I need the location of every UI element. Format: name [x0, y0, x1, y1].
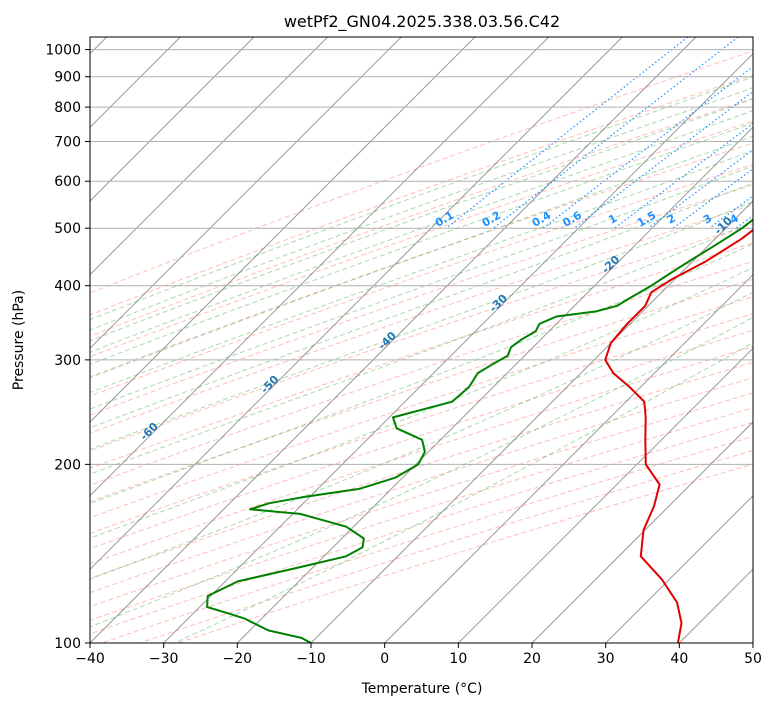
- isotherm: [163, 52, 753, 643]
- moist-adiabat: [90, 76, 753, 321]
- y-tick-label: 900: [54, 70, 81, 86]
- moist-adiabat: [90, 291, 753, 580]
- y-tick-label: 800: [54, 100, 81, 116]
- profiles: [206, 218, 753, 643]
- isotherm: [90, 37, 697, 643]
- y-tick-label: 400: [54, 279, 81, 295]
- dry-adiabat: [90, 296, 753, 519]
- x-tick-label: −40: [75, 651, 105, 667]
- moist-adiabat: [174, 342, 753, 643]
- mixing-ratio-line: [492, 37, 739, 229]
- plot-frame: [89, 36, 754, 644]
- x-tick-label: −10: [296, 651, 326, 667]
- moist-adiabat: [90, 122, 753, 366]
- y-tick-label: 300: [54, 353, 81, 369]
- x-tick-label: −20: [223, 651, 253, 667]
- mixing-ratio-line: [542, 65, 753, 229]
- moist-adiabat: [90, 87, 753, 331]
- mixing-ratio-line: [573, 90, 753, 229]
- isotherm: [605, 494, 753, 643]
- y-axis-title: Pressure (hPa): [11, 290, 27, 390]
- moist-adiabat: [90, 135, 753, 379]
- mixing-ratio-label: 6: [766, 211, 775, 226]
- y-tick-label: 700: [54, 134, 81, 150]
- dry-adiabat: [90, 184, 753, 416]
- dry-adiabat: [90, 278, 753, 503]
- x-tick-label: −30: [149, 651, 179, 667]
- dry-adiabat: [90, 50, 753, 294]
- dewpoint-profile-line: [206, 218, 753, 643]
- moist-adiabat: [90, 149, 753, 394]
- x-tick-label: 50: [744, 651, 762, 667]
- x-tick-label: 0: [380, 651, 389, 667]
- moist-adiabat: [90, 98, 753, 342]
- isotherm: [90, 37, 623, 571]
- chart-title: wetPf2_GN04.2025.338.03.56.C42: [284, 12, 560, 32]
- y-tick-label: 500: [54, 221, 81, 237]
- dry-adiabat: [90, 313, 753, 534]
- x-tick-label: 30: [597, 651, 615, 667]
- moist-adiabat: [90, 221, 753, 475]
- dry-adiabat: [90, 329, 753, 550]
- y-tick-label: 600: [54, 174, 81, 190]
- temperature-profile-line: [604, 228, 753, 643]
- x-axis: −40 −30 −20 −10 0 10 20 30 40 50: [75, 643, 762, 667]
- moist-adiabat: [90, 182, 753, 429]
- dry-adiabat: [90, 361, 753, 579]
- y-axis: 1000 900 800 700 600 500 400 300 200 100: [45, 43, 90, 652]
- dry-adiabat: [90, 163, 753, 397]
- isotherm: [90, 37, 402, 350]
- x-tick-label: 20: [523, 651, 541, 667]
- dry-adiabat: [90, 98, 753, 337]
- isotherm: [384, 273, 753, 643]
- x-tick-label: 40: [670, 651, 688, 667]
- isotherm: [90, 37, 550, 497]
- x-axis-title: Temperature (°C): [361, 681, 483, 697]
- y-tick-label: 200: [54, 457, 81, 473]
- isotherm-label: -70: [20, 463, 43, 486]
- y-tick-label: 100: [54, 636, 81, 652]
- background-lines: [90, 37, 753, 643]
- x-tick-label: 10: [449, 651, 467, 667]
- isotherm: [90, 37, 476, 423]
- isotherm: [752, 642, 753, 643]
- y-tick-label: 1000: [45, 43, 81, 59]
- moist-adiabat: [90, 316, 753, 628]
- mixing-ratio-line: [672, 168, 753, 229]
- dry-adiabat: [90, 345, 753, 565]
- moist-adiabat: [90, 201, 753, 450]
- dry-adiabat: [90, 142, 753, 378]
- isotherm: [531, 421, 753, 643]
- dry-adiabat: [90, 392, 753, 608]
- pressure-grid: [90, 49, 753, 643]
- isotherm: [90, 37, 329, 276]
- isotherm: [457, 347, 753, 643]
- dry-adiabat: [90, 377, 753, 594]
- isotherm: [236, 126, 753, 643]
- isotherm: [90, 37, 255, 202]
